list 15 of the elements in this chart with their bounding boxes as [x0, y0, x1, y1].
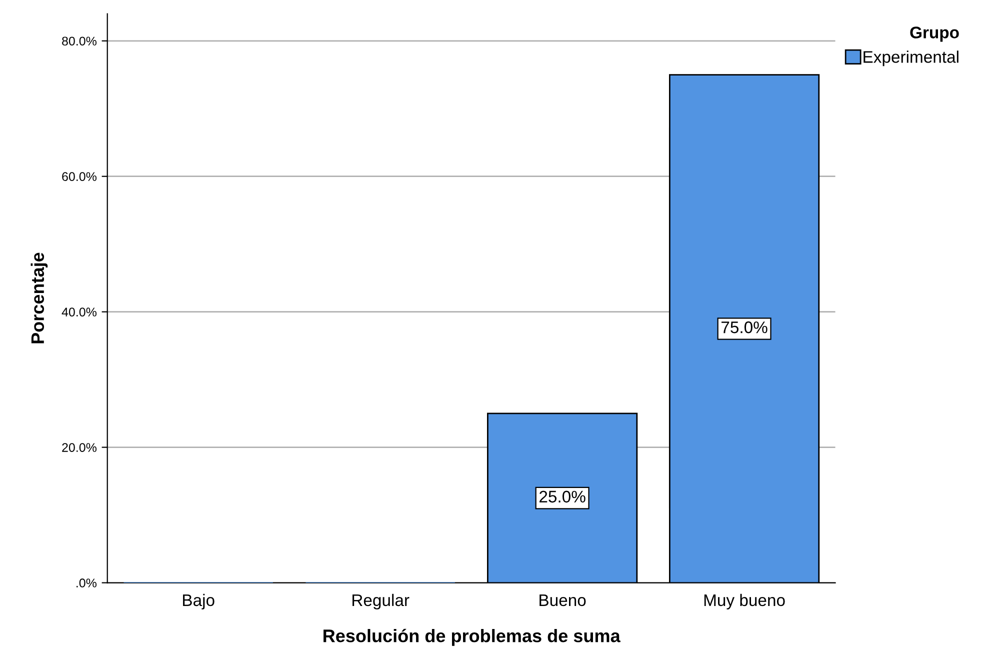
x-axis-title: Resolución de problemas de suma: [324, 628, 620, 646]
y-tick-label: 80.0%: [62, 36, 97, 46]
x-tick-label: Bajo: [183, 594, 214, 610]
y-axis-title: Porcentaje: [30, 252, 48, 344]
y-tick-label: .0%: [76, 578, 97, 588]
data-label: 75.0%: [722, 321, 768, 334]
x-tick-label: Bueno: [540, 594, 586, 606]
y-tick-label: 40.0%: [62, 308, 97, 316]
legend-label: Experimental: [864, 50, 958, 66]
data-label: 25.0%: [540, 490, 586, 503]
y-tick-label: 60.0%: [62, 172, 97, 182]
x-tick-label: Muy bueno: [704, 594, 785, 610]
legend-title: Grupo: [910, 26, 959, 42]
x-tick-label: Regular: [352, 594, 410, 610]
y-tick-label: 20.0%: [62, 443, 97, 452]
